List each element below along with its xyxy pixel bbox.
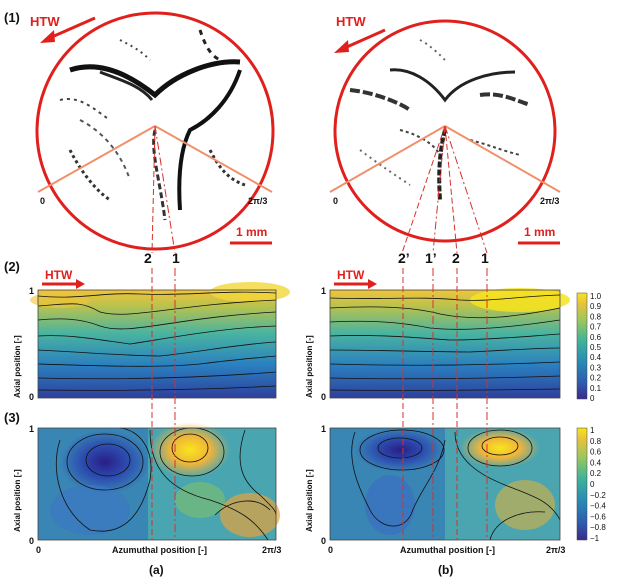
colorbar-tick-label: 0.2 [590,469,602,478]
y-tick-top: 1 [321,286,326,296]
colorbar-tick-label: −0.2 [590,491,606,500]
y-tick-bottom: 0 [321,392,326,402]
colorbar-tick-label: 0.6 [590,448,602,457]
y-tick-top: 1 [321,424,326,434]
plot-2a [30,282,290,399]
plot-3a [37,422,280,541]
colorbar-tick-label: 0.3 [590,363,602,372]
angle-start-label: 0 [333,196,338,206]
line-label: 1 [172,250,180,266]
colorbar-tick-label: −1 [590,534,600,543]
colorbar-tick-label: 0.1 [590,384,602,393]
plot-2b [329,288,570,399]
row-label-1: (1) [4,10,20,25]
colorbar-tick-label: 0.2 [590,374,602,383]
line-label: 2 [452,250,460,266]
angle-start-label: 0 [40,196,45,206]
scale-bar-label: 1 mm [524,225,555,239]
y-tick-top: 1 [29,424,34,434]
line-label: 1’ [425,250,437,266]
y-axis-label: Axial position [-] [13,335,22,398]
plot-3b [329,427,561,541]
x-axis-label: Azumuthal position [-] [112,545,207,555]
x-tick-start: 0 [36,545,41,555]
y-axis-label: Axial position [-] [305,469,314,532]
x-axis-label: Azumuthal position [-] [400,545,495,555]
y-axis-label: Axial position [-] [305,335,314,398]
streak-pattern-a [59,29,246,221]
colorbar-tick-label: 1.0 [590,292,602,301]
y-axis-label: Axial position [-] [13,469,22,532]
sector-line [154,125,273,193]
guide-lines [151,268,488,540]
contour-lines [329,294,561,391]
y-tick-bottom: 0 [29,392,34,402]
x-tick-end: 2π/3 [546,545,565,555]
line-label: 1 [481,250,489,266]
line-label: 2 [144,250,152,266]
scale-bar-label: 1 mm [236,225,267,239]
row-label-2: (2) [4,259,20,274]
colorbar-tick-label: 0.8 [590,312,602,321]
colorbar-tick-label: 0.5 [590,343,602,352]
line-label: 2’ [398,250,410,266]
angle-end-label: 2π/3 [248,196,267,206]
x-tick-start: 0 [328,545,333,555]
htw-label: HTW [336,14,366,29]
row-label-3: (3) [4,410,20,425]
colorbar-tick-label: 0.6 [590,333,602,342]
htw-arrow-a: HTW [42,268,85,289]
circle-b: HTW 0 2π/3 1 mm [329,14,561,254]
x-tick-end: 2π/3 [262,545,281,555]
svg-text:HTW: HTW [45,268,73,282]
colorbar-tick-label: 1 [590,426,595,435]
colorbar-tick-label: 0 [590,394,595,403]
sector-line [37,125,156,193]
htw-label: HTW [30,14,60,29]
y-tick-bottom: 0 [321,536,326,546]
streak-pattern-b [349,39,531,201]
sector-line [444,125,561,193]
colorbar-tick-label: 0 [590,480,595,489]
contour-lines [37,291,277,391]
colorbar-tick-label: −0.8 [590,523,606,532]
colorbar-tick-label: 0.4 [590,458,602,467]
colorbar-tick-label: 0.8 [590,437,602,446]
colorbar-tick-label: −0.4 [590,502,606,511]
contour-lines [351,429,561,541]
y-tick-top: 1 [29,286,34,296]
svg-text:HTW: HTW [337,268,365,282]
y-tick-bottom: 0 [29,536,34,546]
colorbar-row3: 1 0.8 0.60.4 0.2 0 −0.2 −0.4−0.6 −0.8 −1 [576,426,606,543]
column-label-a: (a) [149,563,164,577]
colorbar-tick-label: 0.7 [590,323,602,332]
angle-end-label: 2π/3 [540,196,559,206]
colorbar-tick-label: −0.6 [590,512,606,521]
circle-a: HTW 0 2π/3 1 mm [30,11,275,254]
colorbar-row2: 1.00.90.8 0.70.60.50.40.3 0.20.10 [576,292,602,403]
colorbar-tick-label: 0.9 [590,302,602,311]
htw-arrow-b: HTW [334,268,377,289]
colorbar-tick-label: 0.4 [590,353,602,362]
sector-line [329,125,446,193]
column-label-b: (b) [438,563,453,577]
